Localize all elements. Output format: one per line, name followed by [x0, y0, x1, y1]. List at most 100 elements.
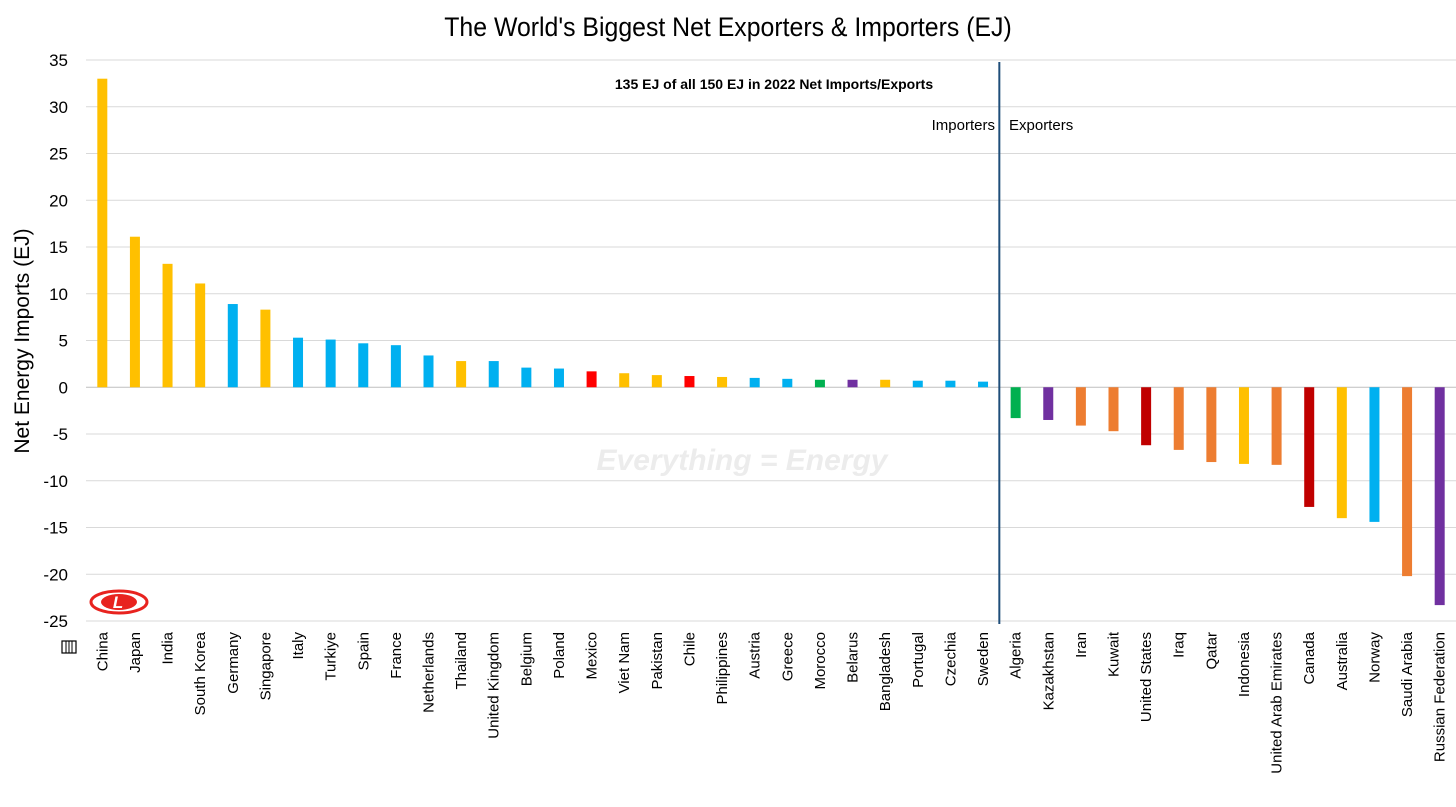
bar-morocco — [814, 379, 825, 388]
bar-germany — [227, 304, 238, 388]
x-tick-label: Italy — [290, 632, 307, 660]
bar-india — [162, 263, 173, 388]
bars — [97, 78, 1445, 606]
x-tick-label: Kuwait — [1106, 631, 1123, 677]
bar-russian-federation — [1434, 387, 1445, 606]
bar-norway — [1369, 387, 1380, 522]
chart-title: The World's Biggest Net Exporters & Impo… — [444, 12, 1012, 42]
y-tick-label: 30 — [49, 98, 68, 117]
annotation-importers: Importers — [932, 117, 995, 134]
bar-poland — [553, 368, 564, 388]
bar-sweden — [978, 381, 989, 388]
x-tick-label: Thailand — [453, 632, 470, 690]
x-tick-label: South Korea — [192, 631, 209, 715]
y-tick-label: 0 — [59, 378, 68, 397]
logo-center — [101, 594, 137, 610]
logo-letter: L — [113, 593, 123, 612]
gridlines — [86, 59, 1456, 622]
x-tick-label: France — [388, 632, 405, 679]
x-tick-label: China — [94, 631, 111, 671]
bar-canada — [1304, 387, 1315, 507]
y-tick-label: 35 — [49, 51, 68, 70]
bar-italy — [293, 337, 304, 388]
bar-thailand — [456, 361, 467, 388]
x-tick-label: Australia — [1334, 631, 1351, 690]
x-tick-label: Spain — [355, 632, 372, 670]
y-tick-label: 5 — [59, 332, 68, 351]
bar-algeria — [1010, 387, 1021, 419]
x-tick-label: Czechia — [942, 631, 959, 686]
x-tick-label: Bangladesh — [877, 632, 894, 711]
bar-south-korea — [195, 283, 206, 388]
bar-united-arab-emirates — [1271, 387, 1282, 465]
bar-czechia — [945, 380, 956, 388]
x-tick-label: Pakistan — [649, 632, 666, 690]
x-tick-label: Viet Nam — [616, 632, 633, 693]
x-tick-label: Russian Federation — [1432, 632, 1449, 762]
bar-belarus — [847, 379, 858, 388]
bar-indonesia — [1238, 387, 1249, 464]
y-tick-label: -20 — [43, 565, 68, 584]
x-tick-label: Philippines — [714, 632, 731, 705]
x-tick-label: Germany — [225, 632, 242, 694]
x-tick-label: Sweden — [975, 632, 992, 686]
x-tick-label: Turkiye — [323, 632, 340, 681]
x-tick-label: Netherlands — [421, 632, 438, 713]
x-tick-label: Belgium — [518, 632, 535, 686]
bar-netherlands — [423, 355, 434, 388]
logo: L — [89, 589, 149, 615]
y-tick-label: 25 — [49, 145, 68, 164]
x-tick-label: Kazakhstan — [1040, 632, 1057, 710]
bar-iraq — [1173, 387, 1184, 450]
y-tick-label: -10 — [43, 472, 68, 491]
bar-saudi-arabia — [1402, 387, 1413, 577]
bar-pakistan — [651, 375, 662, 388]
y-tick-label: 15 — [49, 238, 68, 257]
bar-qatar — [1206, 387, 1217, 463]
bar-bangladesh — [880, 379, 891, 388]
bar-greece — [782, 378, 793, 388]
bar-viet-nam — [619, 373, 630, 388]
x-tick-label: Qatar — [1203, 632, 1220, 670]
x-tick-label: Iran — [1073, 632, 1090, 658]
x-tick-label: Singapore — [257, 632, 274, 700]
x-tick-label: Chile — [681, 632, 698, 666]
x-tick-label: Canada — [1301, 631, 1318, 684]
x-tick-label: India — [160, 631, 177, 664]
x-tick-label: Norway — [1366, 632, 1383, 683]
bar-turkiye — [325, 339, 336, 388]
x-tick-label: Portugal — [910, 632, 927, 688]
y-tick-label: -5 — [53, 425, 68, 444]
annotation-note: 135 EJ of all 150 EJ in 2022 Net Imports… — [615, 76, 933, 92]
bar-france — [390, 345, 401, 388]
bar-austria — [749, 377, 760, 388]
bar-spain — [358, 343, 369, 388]
x-tick-label: Poland — [551, 632, 568, 679]
corner-icon — [61, 640, 77, 654]
x-tick-label: Mexico — [584, 632, 601, 680]
bar-belgium — [521, 367, 532, 388]
x-tick-label: United Kingdom — [486, 632, 503, 739]
x-tick-label: Indonesia — [1236, 631, 1253, 697]
bar-iran — [1075, 387, 1086, 426]
x-tick-label: Saudi Arabia — [1399, 631, 1416, 717]
bar-singapore — [260, 309, 271, 388]
x-tick-label: Iraq — [1171, 632, 1188, 658]
x-tick-labels: China Japan India South Korea Germany Singapo… — [94, 631, 1448, 774]
x-tick-label: United Arab Emirates — [1269, 632, 1286, 774]
bar-united-states — [1141, 387, 1152, 446]
bar-portugal — [912, 380, 923, 388]
annotation-exporters: Exporters — [1009, 117, 1073, 134]
x-tick-label: Austria — [747, 631, 764, 678]
x-tick-label: Algeria — [1008, 631, 1025, 678]
y-tick-label: -15 — [43, 519, 68, 538]
x-tick-label: Morocco — [812, 632, 829, 690]
y-axis-label: Net Energy Imports (EJ) — [11, 228, 34, 453]
y-tick-label: 10 — [49, 285, 68, 304]
bar-china — [97, 78, 108, 388]
x-tick-label: Japan — [127, 632, 144, 673]
bar-australia — [1336, 387, 1347, 519]
bar-mexico — [586, 371, 597, 388]
x-tick-label: United States — [1138, 632, 1155, 722]
